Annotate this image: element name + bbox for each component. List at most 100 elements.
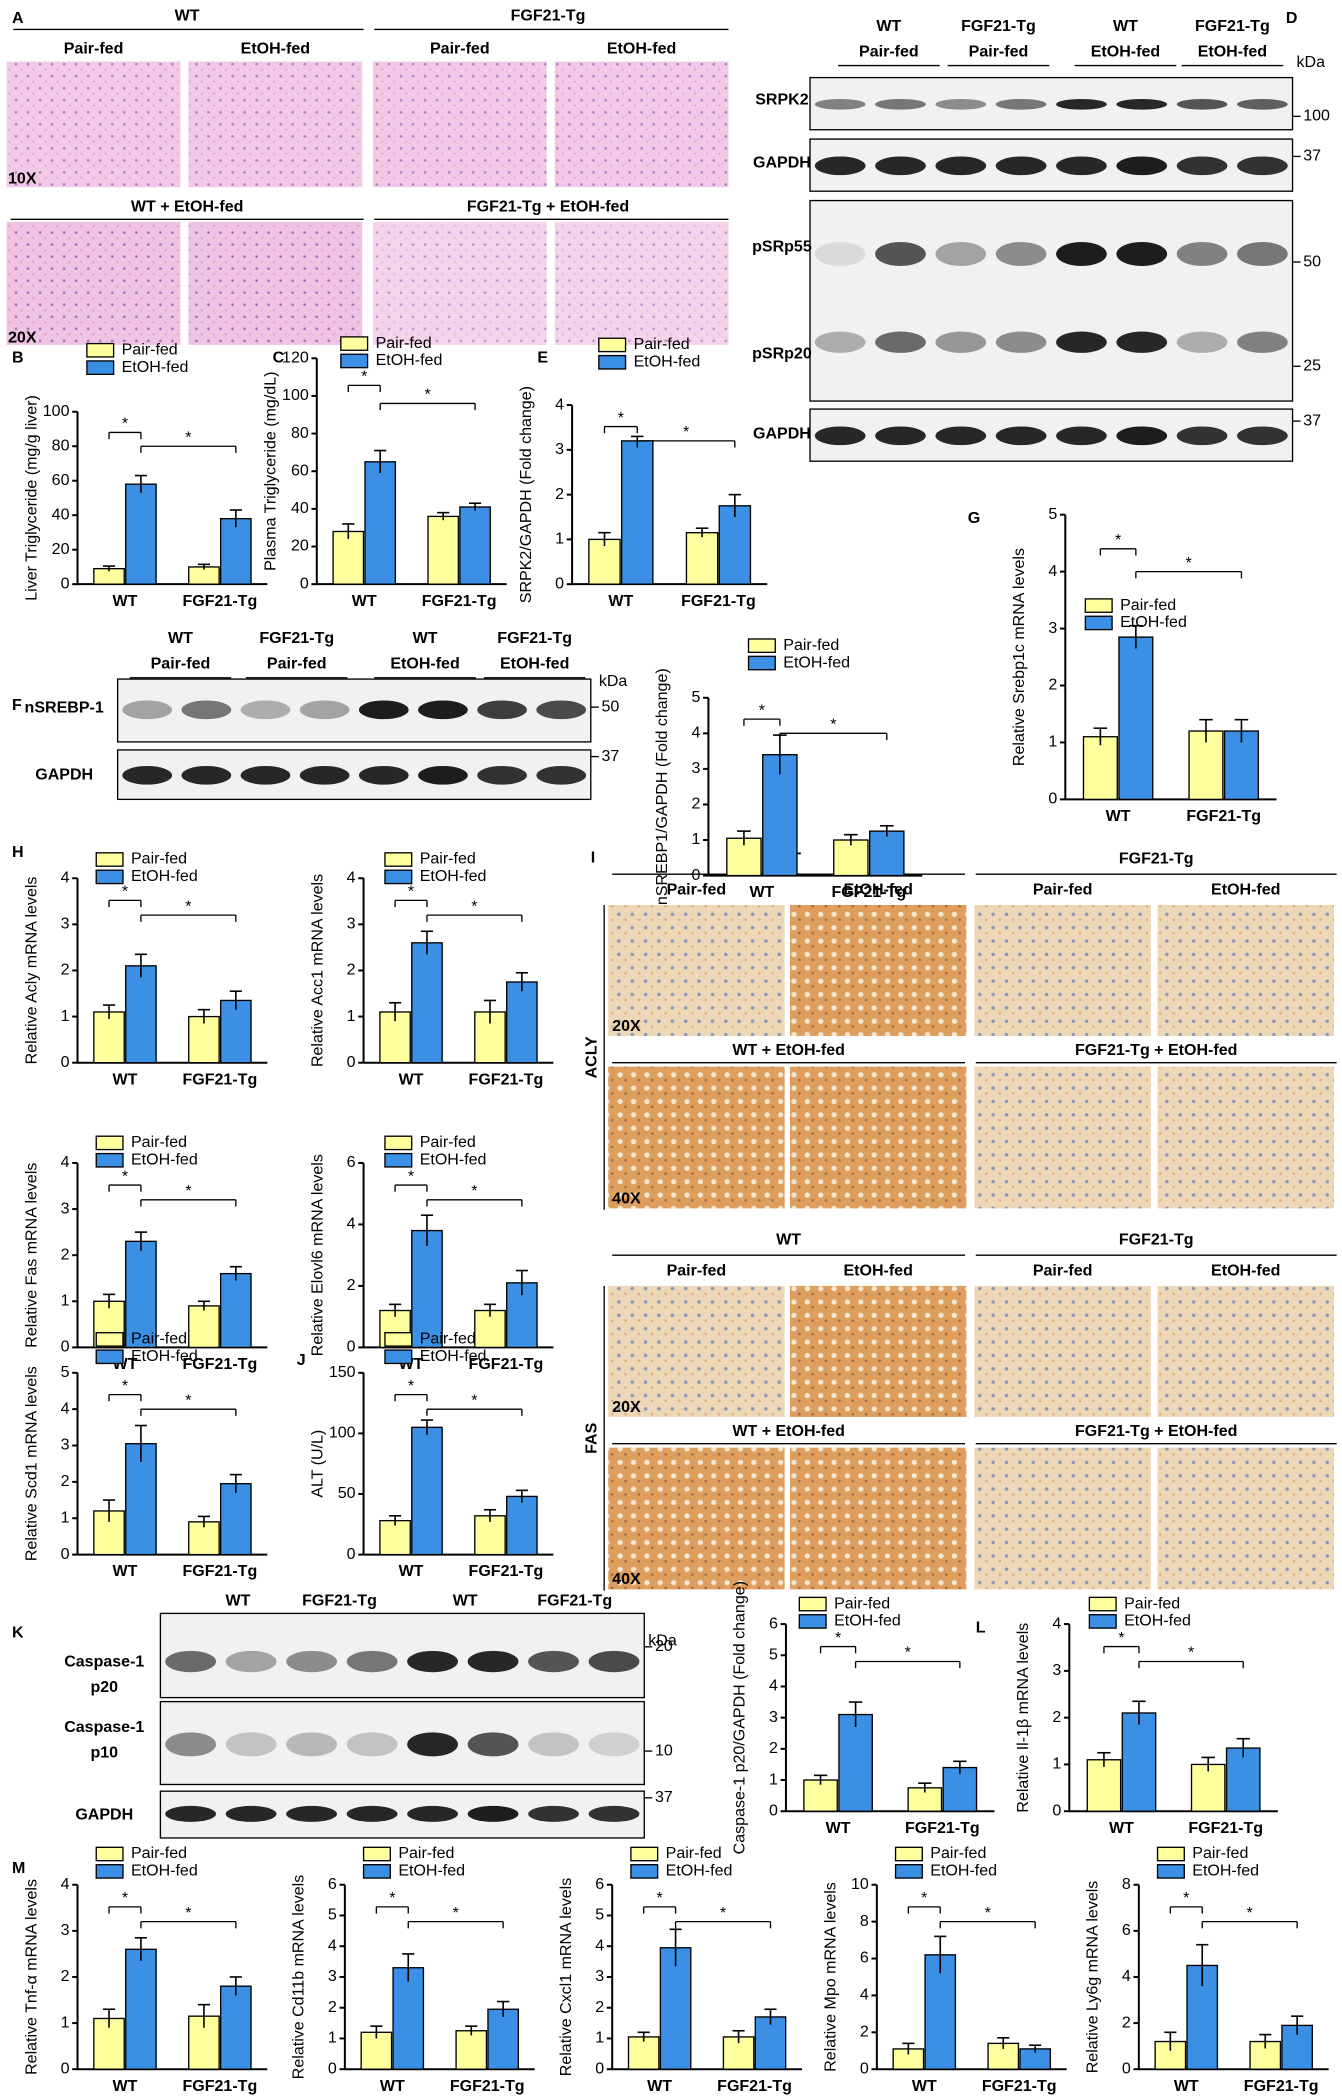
y-tick-label: 2 [1048, 676, 1057, 694]
error-bar [1196, 1943, 1209, 1987]
bar [869, 830, 905, 877]
y-axis-label: Plasma Triglyceride (mg/dL) [262, 372, 280, 571]
micrograph [608, 904, 785, 1036]
legend-swatch [598, 337, 627, 353]
blot-group: Pair-fed [267, 655, 327, 673]
band [407, 1805, 458, 1822]
legend-label: Pair-fed [634, 335, 690, 353]
magnification: 40X [612, 1189, 641, 1207]
band [358, 700, 409, 720]
y-tick-label: 2 [347, 961, 356, 979]
y-tick-label: 2 [61, 1472, 70, 1490]
band [875, 331, 926, 353]
y-tick-label: 100 [329, 1424, 356, 1442]
y-tick-label: 0 [347, 1545, 356, 1563]
error-bar [469, 502, 482, 511]
error-bar [370, 2025, 383, 2039]
error-bar [389, 1515, 402, 1526]
bar [588, 538, 621, 585]
band [995, 241, 1047, 267]
bar [627, 2036, 660, 2070]
y-tick-label: 0 [1122, 2059, 1131, 2077]
y-tick-label: 4 [61, 1153, 70, 1171]
legend-label: Pair-fed [420, 850, 476, 868]
blot-group: WT [413, 629, 438, 647]
y-tick-label: 80 [291, 424, 309, 442]
panel-letter: A [12, 9, 24, 27]
y-tick-label: 60 [291, 461, 309, 479]
band [299, 700, 350, 720]
y-tick-label: 8 [860, 1912, 869, 1930]
legend-label: Pair-fed [1192, 1844, 1248, 1862]
band [346, 1732, 398, 1757]
y-tick-label: 4 [61, 1875, 70, 1893]
y-tick-label: 3 [347, 915, 356, 933]
blot-group: FGF21-Tg [537, 1592, 612, 1610]
y-tick-label: 40 [52, 505, 70, 523]
bar [942, 1766, 978, 1812]
micrograph [372, 61, 547, 188]
legend-label: EtOH-fed [783, 653, 850, 671]
significance-star: * [471, 1391, 477, 1409]
y-tick-label: 1 [61, 1508, 70, 1526]
x-tick-label: FGF21-Tg [469, 1070, 544, 1088]
y-tick-label: 2 [1052, 1708, 1061, 1726]
x-tick-label: FGF21-Tg [681, 592, 756, 610]
y-tick-label: 1 [769, 1770, 778, 1788]
micrograph [608, 1285, 785, 1417]
band [286, 1805, 338, 1822]
error-bar [197, 2003, 211, 2028]
band [528, 1650, 579, 1673]
micrograph [1157, 1066, 1334, 1209]
x-tick-label: WT [380, 2077, 405, 2095]
band [935, 98, 987, 110]
legend-swatch [384, 1332, 413, 1347]
legend-swatch [894, 1864, 923, 1879]
legend-label: Pair-fed [131, 1133, 187, 1151]
magnification: 40X [612, 1570, 641, 1588]
y-axis-label: Relative Tnf-α mRNA levels [22, 1879, 40, 2075]
y-tick-label: 100 [43, 402, 70, 420]
error-bar [848, 1701, 863, 1728]
y-tick-label: 100 [282, 386, 309, 404]
micrograph [789, 1066, 967, 1209]
band [122, 700, 173, 720]
bar [332, 530, 365, 585]
error-bar [813, 1774, 828, 1785]
bar [474, 1515, 506, 1556]
legend-swatch [747, 638, 776, 654]
x-tick-label: FGF21-Tg [183, 1562, 258, 1580]
y-tick-label: 4 [328, 1936, 337, 1954]
error-bar [483, 999, 497, 1024]
blot-label: SRPK2 [755, 91, 808, 109]
bar [392, 1967, 425, 2070]
band [995, 331, 1047, 353]
significance-star: * [185, 897, 191, 915]
legend-label: EtOH-fed [666, 1862, 733, 1880]
band [875, 98, 926, 110]
x-tick-label: FGF21-Tg [717, 2077, 792, 2095]
significance-star: * [122, 883, 128, 901]
group-label: FGF21-Tg [1119, 850, 1194, 868]
bar [125, 483, 157, 585]
panel-letter: L [976, 1618, 986, 1636]
error-bar [465, 2025, 478, 2036]
band [1176, 98, 1228, 110]
error-bar [1291, 2015, 1304, 2035]
magnification: 20X [612, 1398, 641, 1416]
group-label: FGF21-Tg + EtOH-fed [1075, 1041, 1237, 1059]
band [814, 156, 866, 176]
x-tick-label: FGF21-Tg [905, 1819, 980, 1837]
band [1116, 426, 1168, 446]
panel-letter: K [12, 1624, 24, 1642]
y-tick-label: 4 [595, 1936, 604, 1954]
significance-star: * [185, 428, 191, 446]
significance-star: * [905, 1644, 911, 1662]
significance-star: * [361, 368, 367, 386]
y-tick-label: 6 [595, 1875, 604, 1893]
error-bar [695, 527, 709, 538]
y-tick-label: 4 [1048, 562, 1057, 580]
y-tick-label: 2 [691, 795, 700, 813]
x-tick-label: WT [912, 2077, 937, 2095]
legend-label: EtOH-fed [131, 1151, 198, 1169]
